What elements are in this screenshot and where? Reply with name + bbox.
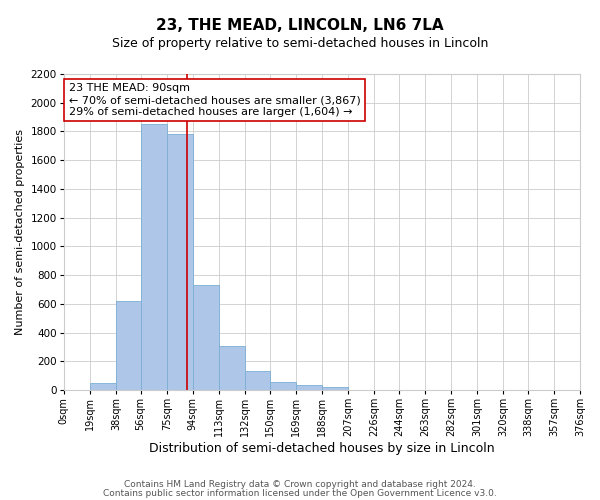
Bar (193, 285, 219, 390)
Bar (167, 134, 193, 390)
Bar (90, 383, 116, 390)
X-axis label: Distribution of semi-detached houses by size in Lincoln: Distribution of semi-detached houses by … (149, 442, 494, 455)
Bar (245, 370, 270, 390)
Bar (296, 385, 322, 390)
Y-axis label: Number of semi-detached properties: Number of semi-detached properties (15, 129, 25, 335)
Bar (140, 124, 167, 390)
Bar (322, 388, 348, 390)
Text: Size of property relative to semi-detached houses in Lincoln: Size of property relative to semi-detach… (112, 38, 488, 51)
Text: Contains HM Land Registry data © Crown copyright and database right 2024.: Contains HM Land Registry data © Crown c… (124, 480, 476, 489)
Bar (270, 382, 296, 390)
Bar (219, 346, 245, 390)
Text: 23 THE MEAD: 90sqm
← 70% of semi-detached houses are smaller (3,867)
29% of semi: 23 THE MEAD: 90sqm ← 70% of semi-detache… (69, 84, 361, 116)
Bar (116, 301, 140, 390)
Text: 23, THE MEAD, LINCOLN, LN6 7LA: 23, THE MEAD, LINCOLN, LN6 7LA (156, 18, 444, 32)
Text: Contains public sector information licensed under the Open Government Licence v3: Contains public sector information licen… (103, 488, 497, 498)
